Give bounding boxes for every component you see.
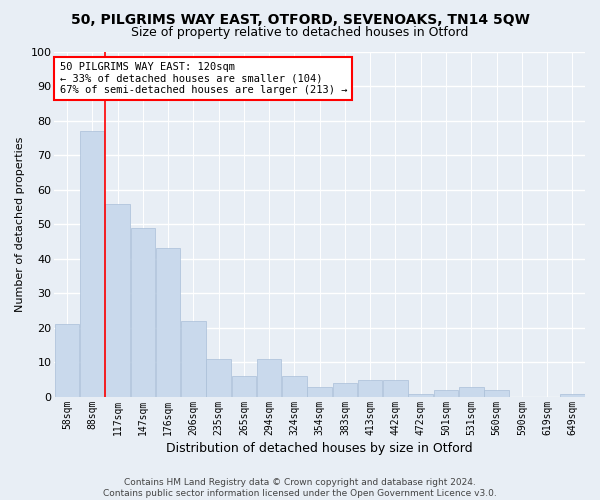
Text: 50, PILGRIMS WAY EAST, OTFORD, SEVENOAKS, TN14 5QW: 50, PILGRIMS WAY EAST, OTFORD, SEVENOAKS…	[71, 12, 529, 26]
Text: 50 PILGRIMS WAY EAST: 120sqm
← 33% of detached houses are smaller (104)
67% of s: 50 PILGRIMS WAY EAST: 120sqm ← 33% of de…	[59, 62, 347, 95]
Bar	[55, 324, 79, 397]
Bar	[307, 386, 332, 397]
Bar	[282, 376, 307, 397]
Bar	[80, 131, 104, 397]
Text: Contains HM Land Registry data © Crown copyright and database right 2024.
Contai: Contains HM Land Registry data © Crown c…	[103, 478, 497, 498]
Bar	[257, 359, 281, 397]
Bar	[560, 394, 584, 397]
Y-axis label: Number of detached properties: Number of detached properties	[15, 136, 25, 312]
Bar	[459, 386, 484, 397]
Bar	[156, 248, 181, 397]
Bar	[409, 394, 433, 397]
Bar	[105, 204, 130, 397]
Bar	[332, 383, 357, 397]
Bar	[484, 390, 509, 397]
Bar	[358, 380, 382, 397]
Bar	[181, 321, 206, 397]
Bar	[383, 380, 408, 397]
Bar	[131, 228, 155, 397]
Bar	[232, 376, 256, 397]
X-axis label: Distribution of detached houses by size in Otford: Distribution of detached houses by size …	[166, 442, 473, 455]
Text: Size of property relative to detached houses in Otford: Size of property relative to detached ho…	[131, 26, 469, 39]
Bar	[434, 390, 458, 397]
Bar	[206, 359, 231, 397]
